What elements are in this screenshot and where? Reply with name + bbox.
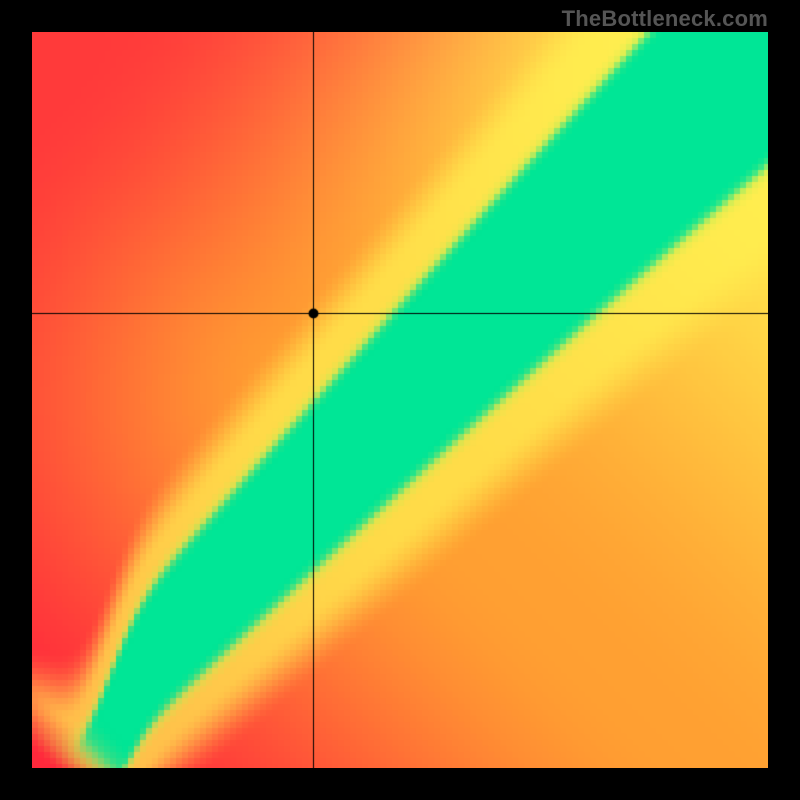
chart-container: { "watermark": "TheBottleneck.com", "can…: [0, 0, 800, 800]
watermark-text: TheBottleneck.com: [562, 6, 768, 32]
bottleneck-heatmap: [32, 32, 768, 768]
